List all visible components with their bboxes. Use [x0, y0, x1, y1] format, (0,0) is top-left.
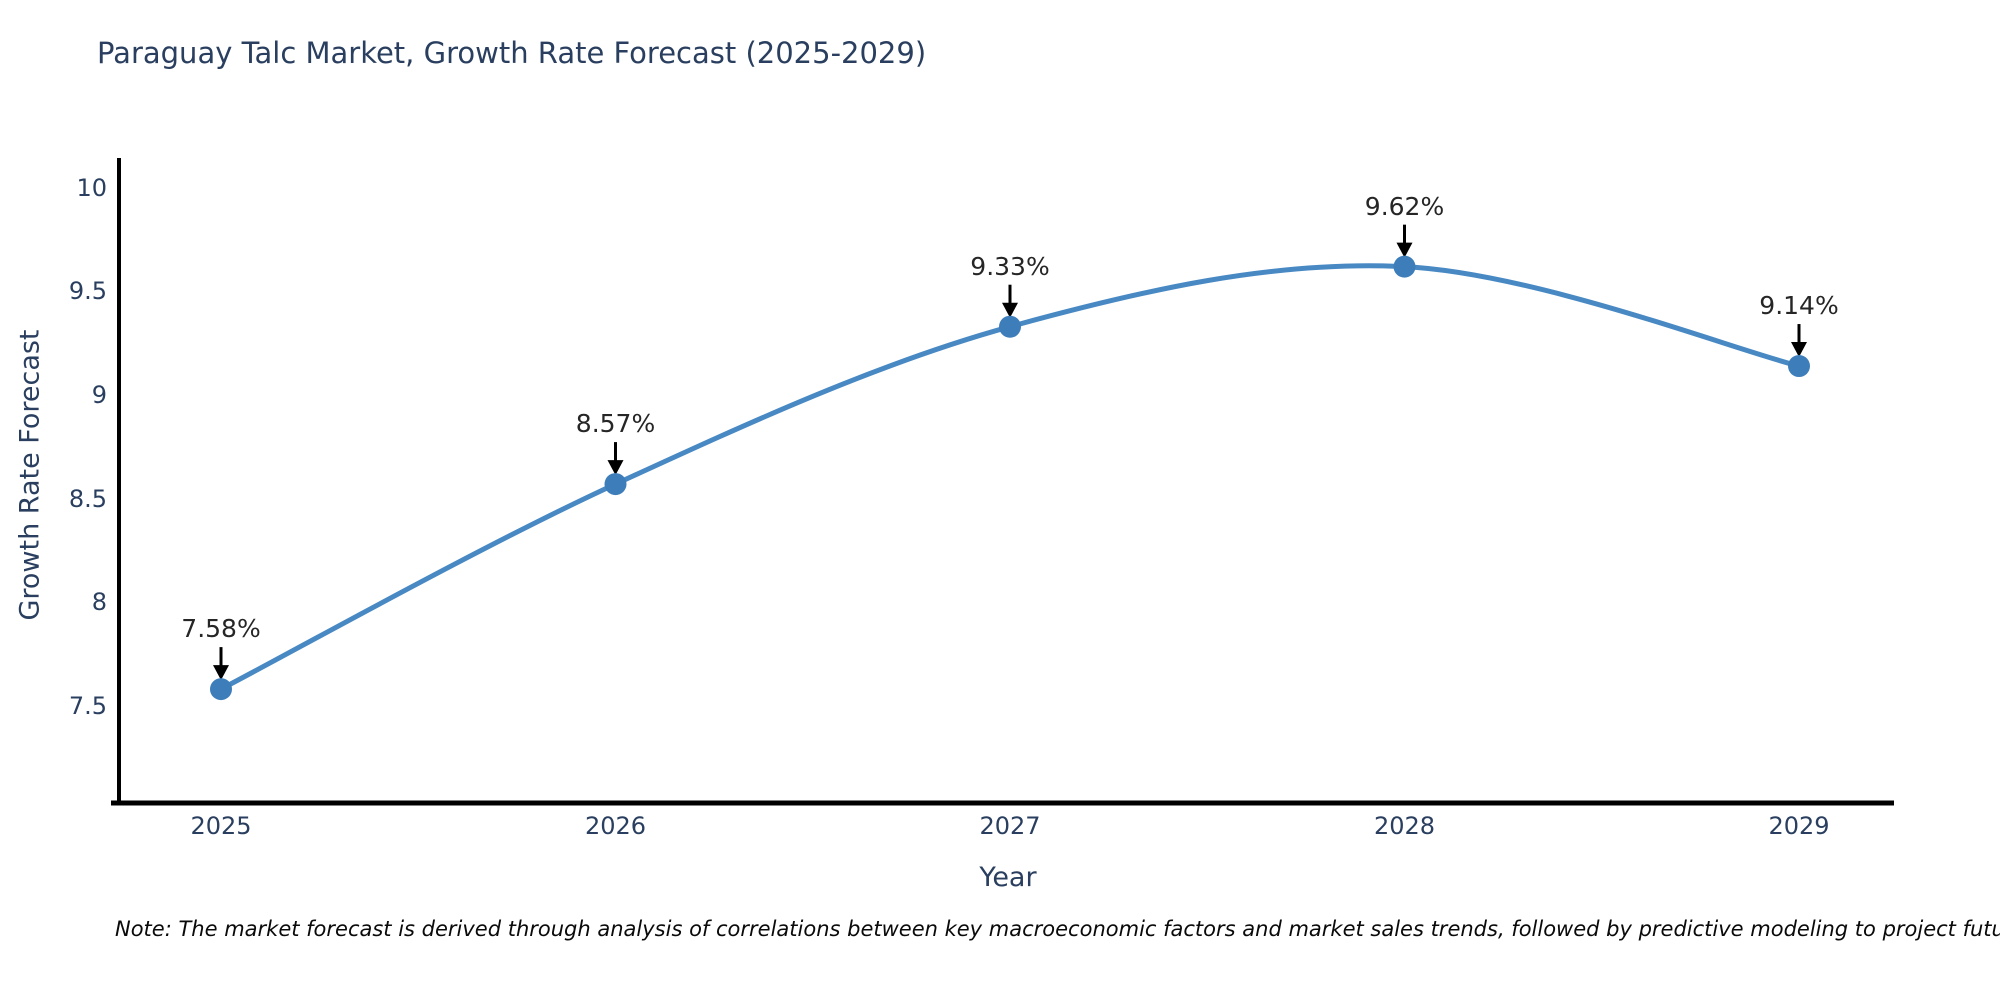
y-tick-label: 7.5 [68, 691, 107, 720]
annotation-arrow-head [1396, 242, 1413, 258]
y-tick-label: 8 [91, 588, 107, 617]
chart-title: Paraguay Talc Market, Growth Rate Foreca… [97, 36, 927, 70]
annotation-arrow-head [1002, 302, 1018, 318]
y-tick-label: 9 [91, 381, 107, 410]
data-point-value-label: 9.14% [1759, 291, 1839, 321]
x-tick-label: 2029 [1768, 812, 1830, 840]
x-tick-label: 2025 [190, 812, 252, 840]
y-tick-label: 9.5 [68, 277, 107, 306]
data-point-marker [604, 473, 627, 496]
x-axis-title: Year [979, 862, 1037, 893]
data-point-marker [1393, 255, 1416, 278]
data-point-value-label: 7.58% [181, 614, 261, 644]
data-point-marker [210, 678, 232, 701]
data-point-value-label: 8.57% [575, 409, 656, 439]
data-point-marker [1788, 355, 1810, 378]
footnote: Note: The market forecast is derived thr… [115, 917, 2000, 941]
y-axis-title: Growth Rate Forecast [14, 329, 46, 621]
data-point-value-label: 9.33% [970, 251, 1050, 281]
y-tick-label: 8.5 [68, 484, 107, 513]
y-tick-label: 10 [76, 173, 107, 202]
data-point-value-label: 9.62% [1364, 191, 1445, 221]
data-point-marker [999, 315, 1021, 338]
x-tick-label: 2026 [584, 812, 647, 840]
annotation-arrow-head [1791, 342, 1807, 358]
annotation-arrow-head [213, 665, 229, 681]
annotation-arrow-head [607, 460, 624, 476]
x-tick-label: 2028 [1373, 812, 1436, 840]
x-tick-label: 2027 [979, 812, 1041, 840]
